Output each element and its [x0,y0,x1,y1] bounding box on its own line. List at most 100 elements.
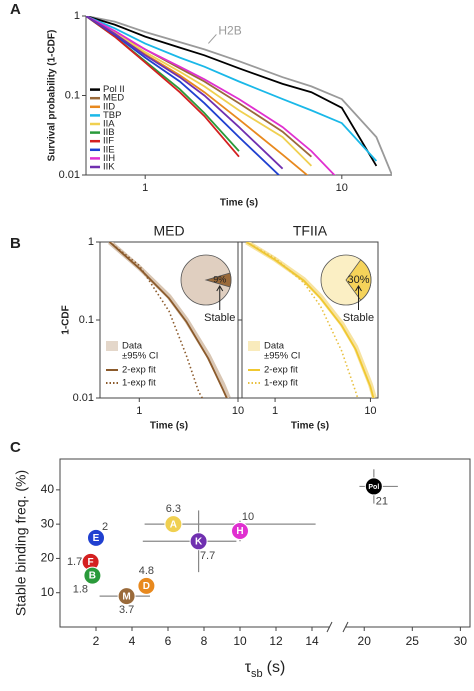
series-line [109,242,204,398]
x-tick-label: 8 [201,634,208,648]
point-value-label: 10 [242,511,254,523]
point [87,528,105,547]
legend-label: IIH [103,153,115,164]
point-label: H [236,526,243,537]
legend-label: Data [122,341,143,352]
point [364,477,383,496]
x-axis-label: Time (s) [220,198,258,209]
point-label: Pol [368,484,379,491]
point [117,587,136,606]
legend-label: TBP [103,110,121,121]
legend-label: IIB [103,127,115,138]
pie-label: Stable [343,312,374,324]
legend-label: IID [103,101,115,112]
point-value-label: 6.3 [166,503,181,515]
x-tick-label: 2 [93,634,100,648]
series-line [245,242,375,398]
point-label: F [88,557,94,568]
point-value-label: 1.8 [73,583,88,595]
legend-label: IIF [103,136,114,147]
legend-label: IIA [103,119,115,130]
curve-label: H2B [218,24,241,38]
series-line [86,16,313,167]
x-tick-label: 14 [305,634,319,648]
axis-break [326,621,349,633]
y-axis-label: 1-CDF [61,305,72,334]
x-axis-label: Time (s) [291,421,329,432]
pie-label: Stable [204,312,235,324]
point-label: A [170,519,177,530]
legend-label: ±95% CI [264,351,300,362]
pie-value-label: 9% [213,274,226,284]
x-tick-label: 10 [364,405,376,417]
legend-label: ±95% CI [122,351,158,362]
point-value-label: 2 [102,521,108,533]
curve-label-leader [208,34,217,44]
y-tick-label: 1 [74,10,80,22]
panel-label: B [10,235,21,252]
point-value-label: 1.7 [67,556,82,568]
pie-arrow-head [216,285,224,292]
x-tick-label: 30 [454,634,468,648]
x-axis-label-part: sb [251,668,263,680]
point-label: M [122,591,130,602]
legend-label: 2-exp fit [122,365,156,376]
series-line [246,242,359,398]
legend-swatch [106,341,118,351]
point-label: D [143,581,150,592]
y-tick-label: 0.1 [79,314,94,326]
x-tick-label: 6 [165,634,172,648]
subplot-title: MED [153,223,184,239]
series-line [86,16,378,162]
y-tick-label: 20 [41,551,55,565]
point-value-label: 4.8 [139,565,154,577]
y-axis-label: Stable binding freq. (%) [13,470,29,616]
y-tick-label: 0.01 [59,169,80,181]
y-tick-label: 0.01 [73,392,94,404]
x-tick-label: 1 [272,405,278,417]
point [137,576,156,595]
y-axis-label: Survival probability (1-CDF) [47,30,58,162]
legend-label: IIK [103,162,115,173]
y-tick-label: 1 [88,236,94,248]
subplot-title: TFIIA [293,223,328,239]
y-tick-label: 40 [41,482,55,496]
x-tick-label: 10 [232,405,244,417]
point-value-label: 21 [376,495,388,507]
point-value-label: 3.7 [119,604,134,616]
x-tick-label: 10 [233,634,247,648]
x-tick-label: 4 [129,634,136,648]
x-axis-label-part: (s) [267,659,286,676]
x-tick-label: 10 [336,182,348,194]
y-tick-label: 10 [41,585,55,599]
legend-label: IIE [103,144,115,155]
x-tick-label: 12 [269,634,283,648]
series-line [109,242,228,398]
legend-label: Data [264,341,285,352]
legend-label: Pol II [103,84,125,95]
axes [85,16,392,176]
series-line [86,16,281,175]
panel-label: A [10,1,21,18]
series-line [86,16,240,158]
legend-label: MED [103,93,124,104]
y-tick-label: 0.1 [65,89,80,101]
point [164,515,183,534]
series-line [86,16,392,175]
pie-value-label: 30% [347,274,369,286]
pie-slice [204,272,232,288]
pie-slice [345,259,372,301]
x-tick-label: 1 [142,182,148,194]
point [231,522,249,540]
point-label: B [89,571,96,582]
x-axis-label-part: τ [245,659,252,676]
series-line [86,16,284,170]
y-tick-label: 30 [41,516,55,530]
legend-label: 1-exp fit [122,378,156,389]
x-axis-label: τsb (s) [245,659,286,680]
x-tick-label: 1 [136,405,142,417]
series-line [86,16,378,167]
x-tick-label: 20 [358,634,372,648]
x-axis-label: Time (s) [150,421,188,432]
